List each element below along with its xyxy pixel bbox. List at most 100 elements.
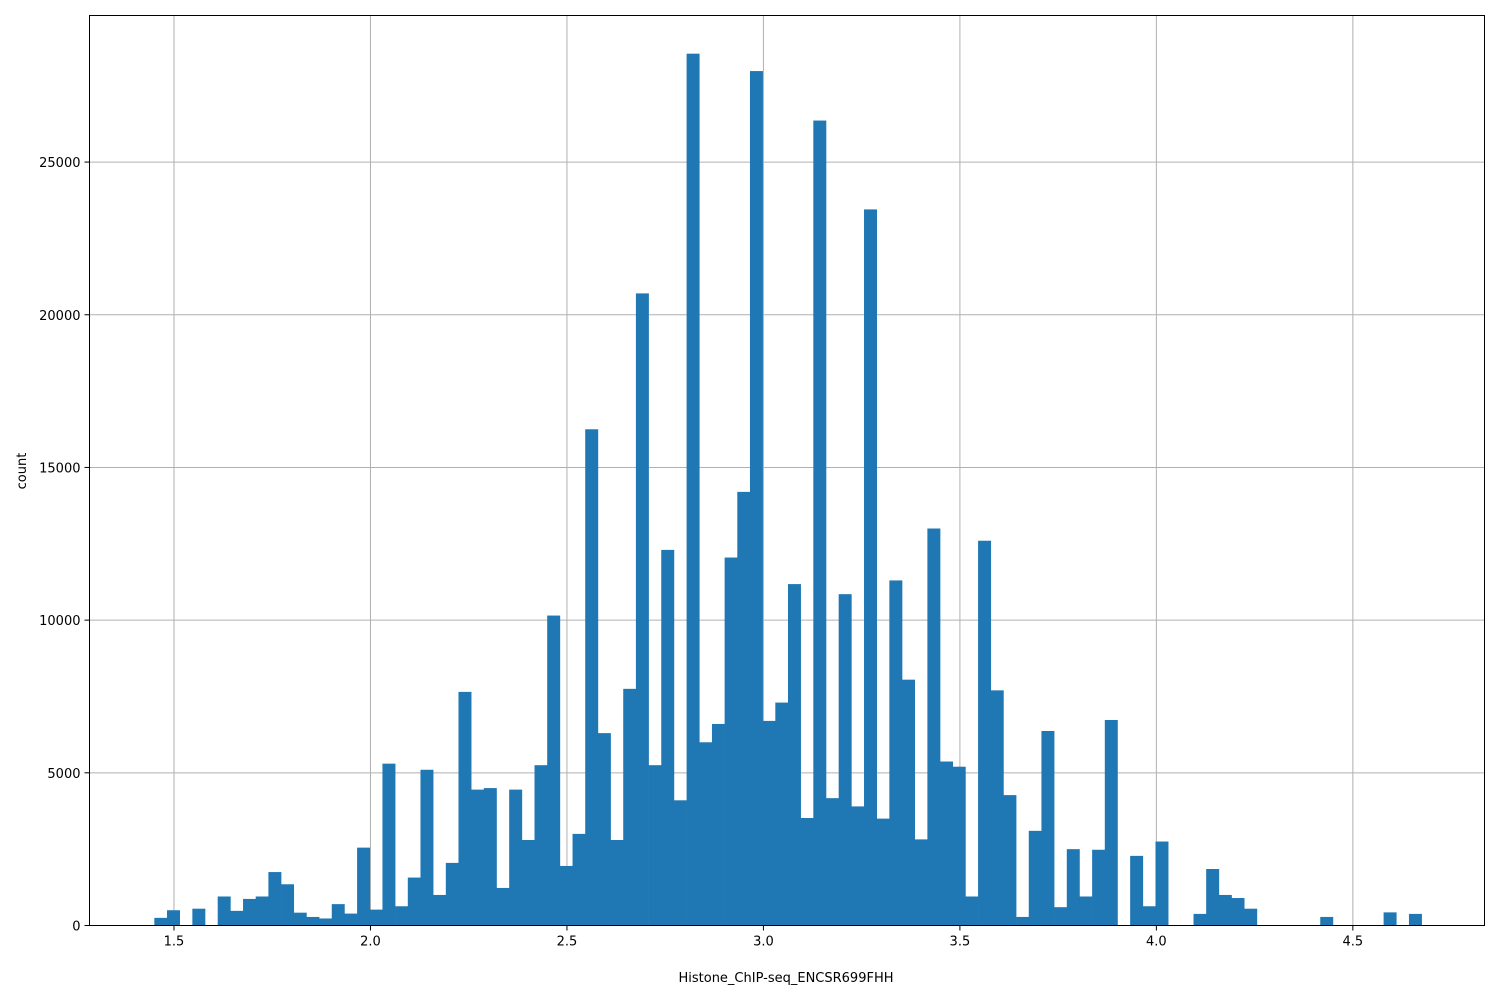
histogram-bar: [1041, 730, 1055, 926]
histogram-bar: [889, 580, 903, 926]
y-tick-label: 0: [72, 920, 80, 935]
histogram-bar: [534, 765, 548, 926]
histogram-bar: [1231, 898, 1245, 926]
x-tick-label: 3.0: [753, 935, 774, 950]
histogram-bar: [268, 872, 282, 926]
histogram-bar: [1028, 830, 1042, 926]
x-tick-label: 4.0: [1146, 935, 1167, 950]
histogram-bar: [990, 690, 1004, 926]
histogram-bar: [496, 887, 510, 926]
histogram-bar: [230, 910, 244, 926]
histogram-bar: [864, 209, 877, 926]
histogram-bar: [902, 679, 916, 926]
histogram-bar: [940, 761, 954, 926]
histogram-bar: [471, 789, 485, 926]
histogram-bar: [1142, 906, 1156, 926]
histogram-bar: [1244, 908, 1258, 926]
x-tick-label: 4.5: [1343, 935, 1364, 950]
histogram-bar: [243, 898, 257, 926]
histogram-bar: [154, 917, 168, 926]
histogram-bar: [635, 293, 649, 926]
x-axis-title: Histone_ChIP-seq_ENCSR699FHH: [678, 971, 893, 986]
histogram-bar: [319, 918, 333, 926]
histogram-bar: [217, 896, 231, 926]
histogram-bar: [1016, 916, 1030, 926]
histogram-bars: [154, 53, 1422, 926]
histogram-bar: [1003, 795, 1017, 926]
histogram-bar: [357, 847, 371, 926]
histogram-bar: [648, 765, 662, 926]
histogram-bar: [838, 594, 852, 926]
histogram-bar: [686, 53, 700, 926]
histogram-bar: [737, 491, 751, 926]
histogram-bar: [382, 763, 396, 926]
histogram-bar: [851, 806, 865, 926]
y-axis-title: count: [15, 453, 30, 490]
y-tick-label: 25000: [39, 156, 80, 171]
histogram-bar: [458, 691, 472, 926]
histogram-bar: [1104, 719, 1118, 926]
histogram-bar: [167, 910, 180, 926]
histogram-bar: [1066, 849, 1080, 926]
histogram-bar: [1193, 913, 1207, 926]
histogram-bar: [914, 839, 928, 926]
histogram-bar: [1092, 849, 1106, 926]
histogram-bar: [1206, 869, 1220, 926]
histogram-bar: [775, 702, 789, 926]
histogram-bar: [813, 120, 827, 926]
histogram-bar: [572, 833, 586, 926]
histogram-bar: [876, 818, 890, 926]
histogram-bar: [521, 839, 535, 926]
histogram-bar: [306, 916, 320, 926]
histogram-bar: [509, 789, 523, 926]
histogram-bar: [1383, 912, 1397, 926]
histogram-bar: [749, 71, 763, 926]
histogram-bar: [699, 742, 713, 926]
histogram-bar: [1320, 916, 1334, 926]
histogram-bar: [395, 906, 409, 926]
histogram-bar: [1218, 894, 1232, 926]
y-tick-label: 20000: [39, 309, 80, 324]
histogram-bar: [927, 528, 941, 926]
histogram-bar: [1408, 913, 1422, 926]
histogram-bar: [369, 909, 383, 926]
histogram-bar: [952, 766, 966, 926]
histogram-bar: [344, 913, 358, 926]
histogram-bar: [673, 800, 687, 926]
x-axis-ticks: 1.5 2.0 2.5 3.0 3.5 4.0 4.5: [164, 925, 1364, 950]
histogram-bar: [1155, 841, 1169, 926]
histogram-bar: [255, 896, 269, 926]
histogram-bar: [1054, 907, 1068, 926]
histogram-bar: [597, 733, 611, 926]
histogram-bar: [585, 429, 599, 926]
histogram-bar: [445, 862, 459, 926]
histogram-bar: [724, 557, 738, 926]
histogram-bar: [407, 877, 421, 926]
plot-frame: [89, 15, 1485, 926]
x-tick-label: 1.5: [164, 935, 185, 950]
histogram-bar: [965, 896, 979, 926]
histogram-bar: [978, 540, 992, 926]
x-tick-label: 2.5: [557, 935, 578, 950]
histogram-bar: [787, 584, 801, 926]
histogram-bar: [610, 839, 624, 926]
histogram-bar: [711, 723, 725, 926]
y-axis-ticks: 0 5000 10000 15000 20000 25000: [39, 156, 90, 935]
x-tick-label: 2.0: [360, 935, 381, 950]
histogram-bar: [293, 912, 307, 926]
histogram-bar: [800, 818, 814, 926]
y-tick-label: 10000: [39, 614, 80, 629]
histogram-bar: [559, 865, 573, 926]
histogram-bar: [1079, 896, 1093, 926]
histogram-bar: [826, 798, 839, 926]
histogram-bar: [192, 908, 206, 926]
histogram-bar: [483, 788, 497, 926]
histogram-bar: [281, 884, 295, 926]
histogram-bar: [420, 769, 434, 926]
histogram-bar: [331, 904, 345, 926]
histogram-bar: [433, 894, 447, 926]
histogram-bar: [762, 720, 776, 926]
x-tick-label: 3.5: [950, 935, 971, 950]
histogram-bar: [1130, 855, 1144, 926]
y-tick-label: 15000: [39, 461, 80, 476]
